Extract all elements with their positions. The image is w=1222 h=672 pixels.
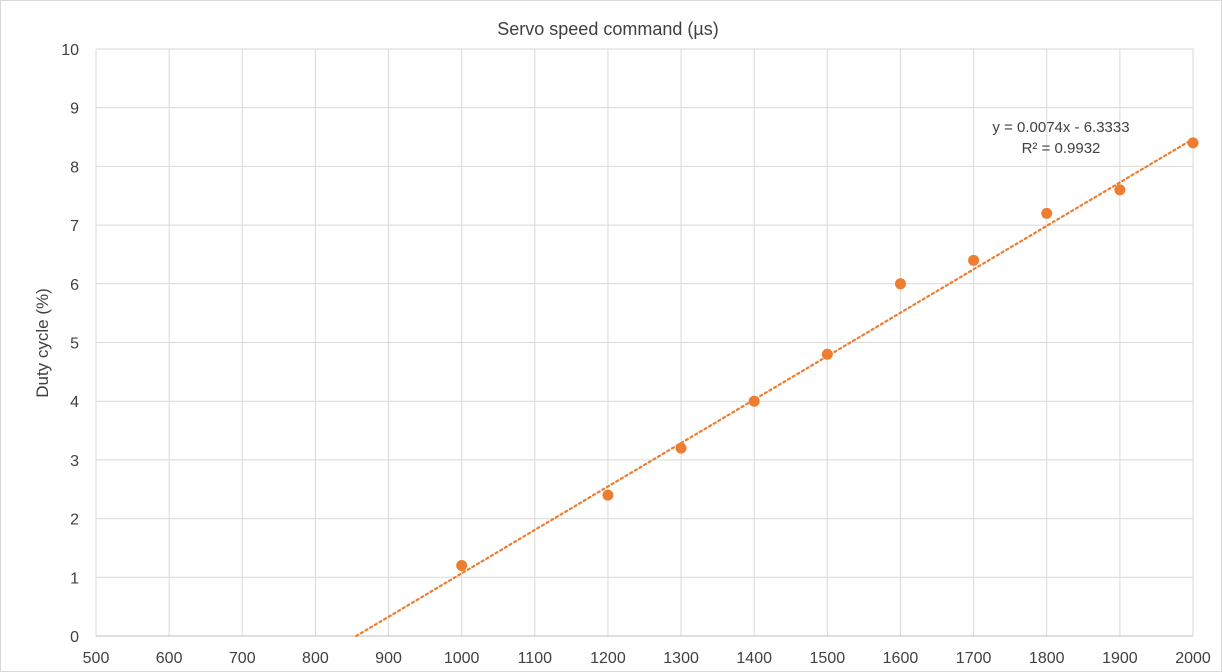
data-point bbox=[675, 442, 687, 454]
x-tick-label: 1600 bbox=[883, 650, 919, 667]
data-point bbox=[1114, 184, 1126, 196]
x-tick-label: 500 bbox=[83, 650, 110, 667]
y-tick-label: 1 bbox=[70, 570, 79, 587]
x-tick-label: 800 bbox=[302, 650, 329, 667]
y-tick-label: 8 bbox=[70, 159, 79, 176]
y-tick-label: 10 bbox=[61, 42, 79, 59]
data-point bbox=[1041, 207, 1053, 219]
data-point bbox=[748, 395, 760, 407]
x-tick-label: 1400 bbox=[736, 650, 772, 667]
y-tick-label: 5 bbox=[70, 336, 79, 353]
data-point bbox=[968, 254, 980, 266]
y-tick-label: 0 bbox=[70, 629, 79, 646]
x-tick-label: 1000 bbox=[444, 650, 480, 667]
y-tick-label: 4 bbox=[70, 394, 79, 411]
chart-title: Servo speed command (µs) bbox=[497, 19, 718, 39]
x-tick-label: 900 bbox=[375, 650, 402, 667]
x-tick-label: 1800 bbox=[1029, 650, 1065, 667]
grid-layer bbox=[95, 48, 1194, 636]
x-tick-label: 1900 bbox=[1102, 650, 1138, 667]
y-tick-label: 6 bbox=[70, 277, 79, 294]
y-tick-label: 3 bbox=[70, 453, 79, 470]
data-point bbox=[821, 348, 833, 360]
x-tick-label: 1500 bbox=[810, 650, 846, 667]
trendline bbox=[355, 137, 1195, 638]
data-point-layer bbox=[456, 137, 1199, 572]
y-axis-label: Duty cycle (%) bbox=[33, 288, 52, 398]
x-tick-label: 600 bbox=[156, 650, 183, 667]
trendline-equation: y = 0.0074x - 6.3333 bbox=[992, 119, 1129, 136]
trendline-r2: R² = 0.9932 bbox=[1022, 140, 1101, 157]
x-tick-label: 700 bbox=[229, 650, 256, 667]
x-tick-label: 1100 bbox=[518, 650, 553, 667]
data-point bbox=[1187, 137, 1199, 149]
data-point bbox=[602, 489, 614, 501]
y-tick-label: 2 bbox=[70, 512, 79, 529]
data-point bbox=[894, 278, 906, 290]
y-tick-label: 9 bbox=[70, 101, 79, 118]
y-tick-label: 7 bbox=[70, 218, 79, 235]
x-tick-label: 2000 bbox=[1175, 650, 1211, 667]
trendline-layer bbox=[355, 137, 1195, 638]
x-tick-label: 1700 bbox=[956, 650, 992, 667]
x-tick-label: 1300 bbox=[663, 650, 699, 667]
axis-layer: 500 600 700 800 900 1000 1100 1200 1300 1400 1500 1… bbox=[61, 42, 1211, 667]
data-point bbox=[456, 560, 468, 572]
x-tick-label: 1200 bbox=[590, 650, 626, 667]
